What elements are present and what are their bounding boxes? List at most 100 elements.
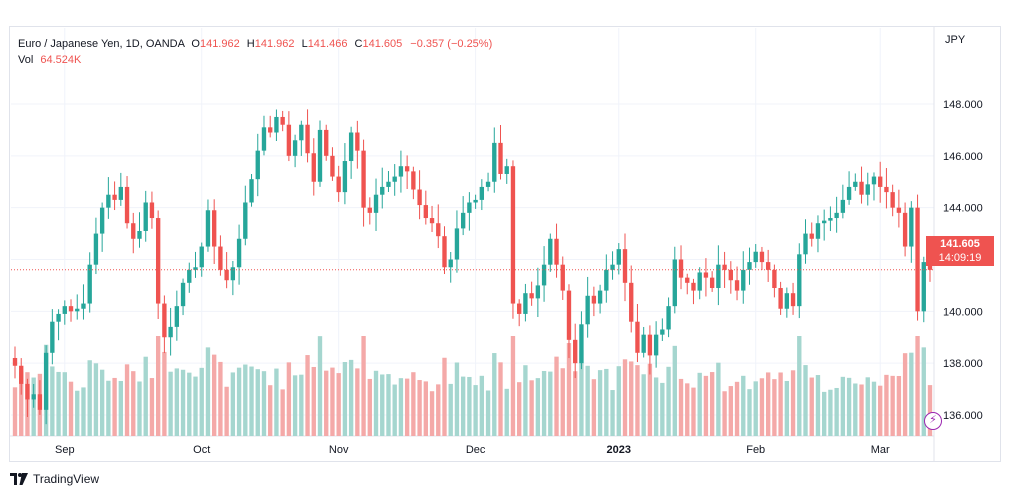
volume-bar [137,381,142,436]
volume-bar [429,391,435,436]
candle-body [205,210,211,247]
candle-body [174,306,180,327]
price-chart[interactable]: 136.000138.000140.000142.000144.000146.0… [9,26,1001,462]
volume-bar [896,375,902,436]
volume-bar [411,372,416,436]
volume-bar [286,362,292,436]
volume-bar [124,364,130,436]
volume-bar [635,365,640,436]
volume-bar [691,387,696,436]
candle-body [853,181,858,187]
volume-bar [398,378,404,436]
x-tick-label: Nov [329,444,349,456]
candle-body [703,272,709,278]
candle-body [411,171,416,190]
volume-bar [753,381,758,436]
candle-body [286,124,292,156]
candle-body [479,186,485,200]
volume-bar [915,336,920,436]
candle-body [131,223,136,239]
volume-bar [448,383,453,436]
candle-body [523,293,528,314]
candle-body [722,264,727,270]
footer: TradingView [10,472,99,486]
volume-bar [243,364,248,436]
candle-body [56,313,61,322]
candle-body [373,194,379,213]
volume-bar [492,353,497,436]
volume-bar [342,362,348,436]
y-tick-label: 144.000 [943,203,983,215]
candle-body [597,290,603,304]
alert-icon[interactable]: ⚡ [924,412,942,430]
last-price-value: 141.605 [940,238,980,250]
symbol-title[interactable]: Euro / Japanese Yen, 1D, OANDA [18,38,185,50]
volume-bar [828,389,833,436]
volume-bar [784,380,790,436]
volume-bar [317,336,323,436]
ohlc-row: Euro / Japanese Yen, 1D, OANDA O141.962 … [18,36,492,52]
candle-body [510,166,516,304]
volume-bar [112,377,117,436]
candle-body [629,282,634,322]
candle-body [535,285,541,299]
candle-body [436,223,441,237]
volume-bar [380,374,385,436]
candle-body [747,262,752,270]
x-tick-label: Dec [466,444,486,456]
volume-bar [647,363,653,436]
volume-bar [554,356,559,436]
volume-bar [591,379,597,436]
volume-bar [180,369,186,436]
volume-bar [149,378,155,436]
volume-bar [666,366,671,436]
volume-bar [473,385,478,436]
candle-body [305,124,310,154]
volume-bar [460,376,466,436]
candle-body [878,176,883,187]
volume-bar [93,363,99,436]
volume-bar [809,377,814,436]
volume-bar [716,362,721,436]
candle-body [884,186,889,193]
candle-body [641,334,646,353]
volume-bar [747,389,752,436]
candle-body [386,181,391,187]
volume-bar [193,376,198,436]
volume-bar [622,359,628,436]
candle-body [280,116,285,125]
candle-body [909,207,914,247]
candle-body [709,277,715,289]
volume-bar [404,378,410,436]
candle-body [921,262,926,312]
candle-body [355,132,360,151]
candle-body [317,129,323,182]
candle-body [678,259,684,278]
candle-body [417,189,422,206]
candle-body [342,161,348,193]
volume-bar [299,374,304,436]
candle-body [840,199,846,213]
currency-label: JPY [945,34,966,46]
candle-body [249,179,254,203]
low-value: 141.466 [307,38,348,50]
candle-body [137,230,142,239]
volume-bar [616,366,621,436]
volume-bar [106,380,111,436]
candle-body [529,293,534,299]
volume-bar [75,390,80,436]
volume-bar [143,356,148,436]
volume-bar [81,387,86,436]
volume-bar [703,375,709,436]
candle-body [915,207,920,312]
candle-body [660,329,665,335]
volume-bar [560,368,565,436]
volume-bar [834,387,839,436]
candle-body [243,202,248,239]
candle-body [311,153,316,182]
volume-bar [479,375,485,436]
volume-bar [523,365,528,436]
candle-body [106,194,111,208]
volume-bar [566,343,572,436]
brand-name[interactable]: TradingView [33,472,100,486]
